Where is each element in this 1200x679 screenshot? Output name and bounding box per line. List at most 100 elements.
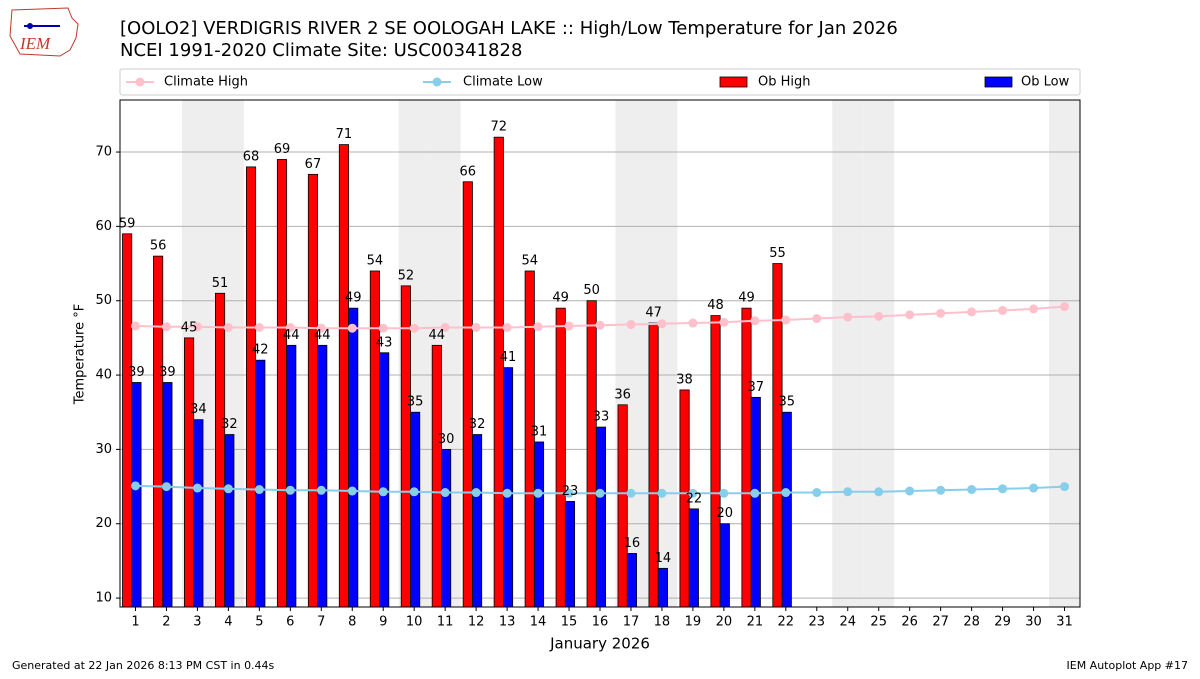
- bar: [617, 404, 628, 608]
- line-point: [936, 485, 946, 495]
- bar-value-label: 48: [707, 298, 724, 313]
- line-point: [502, 322, 512, 332]
- x-tick-label: 9: [379, 615, 387, 630]
- bar-value-label: 33: [593, 410, 610, 425]
- bar-value-label: 56: [150, 239, 167, 254]
- bar: [193, 419, 204, 608]
- bar: [184, 337, 195, 608]
- bar: [741, 307, 752, 608]
- bar: [122, 233, 133, 608]
- x-tick-label: 4: [224, 615, 232, 630]
- line-point: [1060, 302, 1070, 312]
- bar-value-label: 32: [469, 417, 486, 432]
- line-point: [316, 323, 326, 333]
- x-tick-label: 15: [561, 615, 578, 630]
- bar-value-label: 39: [159, 365, 176, 380]
- bar-value-label: 55: [769, 246, 786, 261]
- footer-right: IEM Autoplot App #17: [1067, 659, 1189, 672]
- bar: [215, 292, 226, 608]
- line-point: [1060, 482, 1070, 492]
- footer-left: Generated at 22 Jan 2026 8:13 PM CST in …: [12, 659, 275, 672]
- x-tick-label: 7: [317, 615, 325, 630]
- bar-value-label: 54: [521, 253, 538, 268]
- line-point: [595, 488, 605, 498]
- x-tick-label: 10: [406, 615, 423, 630]
- line-point: [905, 310, 915, 320]
- bar: [369, 270, 380, 608]
- y-tick-label: 70: [95, 145, 112, 160]
- bar: [317, 344, 328, 608]
- x-tick-label: 18: [654, 615, 671, 630]
- x-axis-label: January 2026: [549, 635, 650, 653]
- line-point: [161, 482, 171, 492]
- bar: [153, 255, 164, 608]
- legend-label: Climate High: [164, 75, 248, 90]
- line-point: [998, 305, 1008, 315]
- bar: [781, 411, 792, 608]
- line-point: [471, 488, 481, 498]
- legend-swatch: [432, 77, 442, 87]
- bar: [719, 523, 730, 608]
- line-point: [440, 488, 450, 498]
- line-point: [1029, 483, 1039, 493]
- bar-value-label: 35: [778, 395, 795, 410]
- y-tick-label: 60: [95, 219, 112, 234]
- bar: [286, 344, 297, 608]
- x-tick-label: 1: [131, 615, 139, 630]
- bar: [276, 159, 288, 608]
- x-tick-label: 19: [685, 615, 702, 630]
- bar-value-label: 44: [283, 328, 300, 343]
- y-tick-label: 20: [95, 516, 112, 531]
- weekend-band: [832, 100, 864, 607]
- bar: [772, 263, 783, 608]
- bar-value-label: 16: [624, 536, 641, 551]
- y-axis-label: Temperature °F: [73, 304, 88, 405]
- x-tick-label: 13: [499, 615, 516, 630]
- line-point: [998, 484, 1008, 494]
- legend-label: Ob Low: [1021, 75, 1070, 90]
- bar: [710, 315, 721, 608]
- bar: [255, 359, 266, 608]
- line-point: [564, 321, 574, 331]
- weekend-band: [863, 100, 895, 607]
- bar-value-label: 72: [490, 120, 507, 135]
- bar-value-label: 42: [252, 343, 269, 358]
- x-tick-label: 16: [592, 615, 609, 630]
- bar: [472, 434, 483, 608]
- bar: [307, 173, 318, 608]
- bar: [224, 434, 235, 608]
- line-point: [657, 488, 667, 498]
- logo: IEM: [9, 7, 79, 57]
- bar: [626, 553, 637, 608]
- legend-swatch: [719, 76, 748, 88]
- line-point: [533, 488, 543, 498]
- bar: [657, 567, 668, 608]
- bar-value-label: 51: [212, 276, 229, 291]
- bar-value-label: 41: [500, 350, 517, 365]
- bar: [131, 382, 142, 608]
- logo-dot: [27, 23, 33, 29]
- line-point: [378, 323, 388, 333]
- bar-value-label: 69: [274, 142, 291, 157]
- y-tick-label: 10: [95, 591, 112, 606]
- line-point: [812, 314, 822, 324]
- bar-value-label: 54: [367, 253, 384, 268]
- logo-outline: [9, 7, 79, 57]
- x-tick-label: 21: [747, 615, 764, 630]
- chart-subtitle: NCEI 1991-2020 Climate Site: USC00341828: [120, 40, 522, 61]
- line-point: [564, 488, 574, 498]
- bar-value-label: 71: [336, 127, 353, 142]
- x-tick-label: 5: [255, 615, 263, 630]
- legend-swatch: [135, 77, 145, 87]
- x-tick-label: 23: [809, 615, 826, 630]
- bar-value-label: 30: [438, 432, 455, 447]
- bar-value-label: 66: [460, 164, 477, 179]
- x-tick-label: 2: [162, 615, 170, 630]
- plot-frame: [119, 99, 1081, 608]
- bar-value-label: 44: [314, 328, 331, 343]
- line-point: [316, 485, 326, 495]
- bar-value-label: 39: [128, 365, 145, 380]
- line-point: [750, 488, 760, 498]
- line-point: [285, 322, 295, 332]
- bar: [533, 441, 545, 608]
